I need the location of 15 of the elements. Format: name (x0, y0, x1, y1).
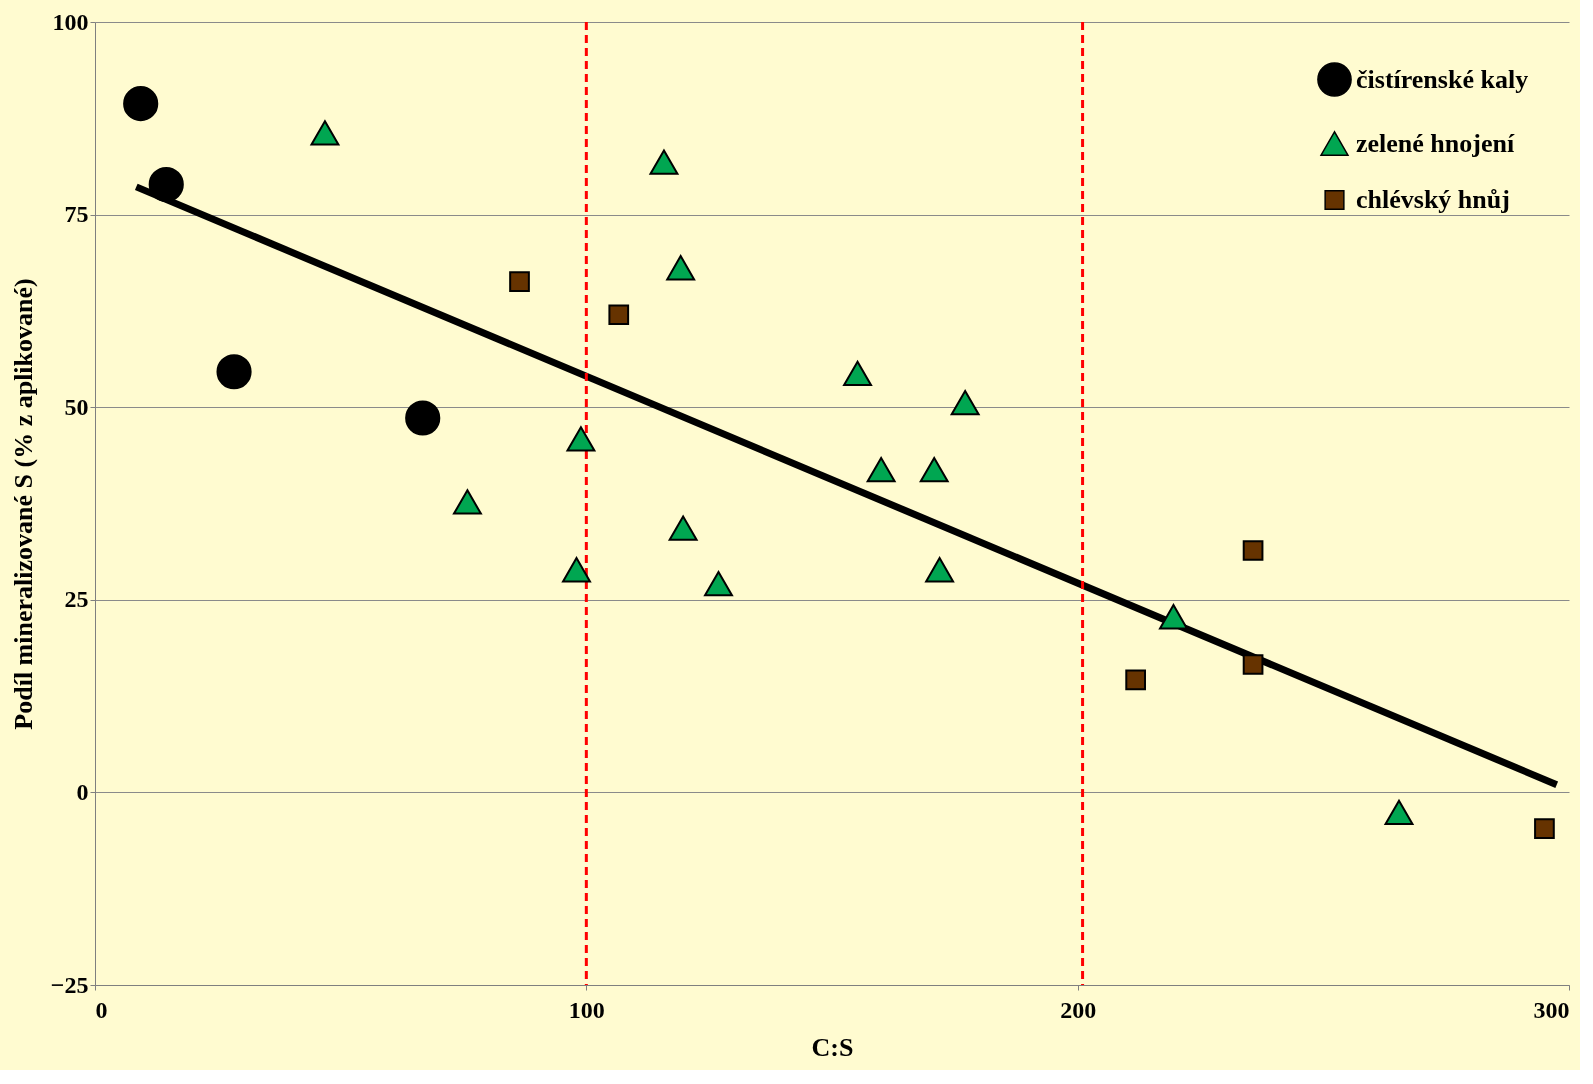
x-tick-label: 200 (1060, 996, 1097, 1023)
legend-label: zelené hnojení (1356, 128, 1515, 158)
legend-label: chlévský hnůj (1356, 185, 1510, 214)
y-tick-label: −25 (50, 971, 89, 998)
x-tick-label: 0 (95, 996, 108, 1023)
y-tick-label: 25 (64, 586, 89, 613)
y-tick-label: 75 (64, 201, 89, 228)
y-tick-label: 100 (52, 8, 89, 35)
x-axis-title: C:S (811, 1032, 854, 1062)
legend-label: čistírenské kaly (1356, 64, 1529, 94)
x-tick-label: 100 (568, 996, 605, 1023)
x-tick-label: 300 (1533, 996, 1570, 1023)
y-tick-label: 50 (64, 393, 89, 420)
y-axis-title: Podíl mineralizované S (% z aplikované) (8, 278, 38, 730)
y-tick-label: 0 (76, 778, 89, 805)
